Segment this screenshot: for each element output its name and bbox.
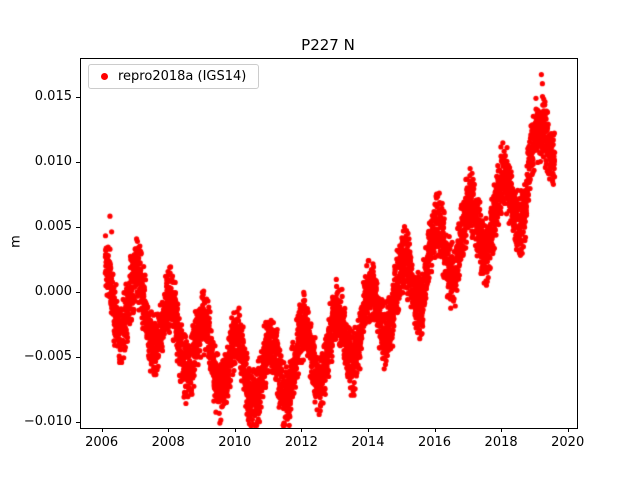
x-tick-label: 2020: [551, 435, 585, 450]
x-tick-label: 2006: [85, 435, 119, 450]
legend-label: repro2018a (IGS14): [118, 69, 247, 84]
y-tick-mark: [76, 356, 80, 358]
y-tick-mark: [76, 226, 80, 228]
legend: repro2018a (IGS14): [88, 64, 260, 89]
plot-area: repro2018a (IGS14): [80, 58, 578, 429]
x-tick-mark: [501, 428, 503, 432]
x-tick-label: 2016: [417, 435, 452, 450]
x-tick-label: 2014: [351, 435, 385, 450]
y-tick-label: −0.005: [23, 348, 72, 364]
chart-title: P227 N: [301, 36, 355, 54]
y-tick-label: 0.015: [34, 88, 72, 104]
y-tick-label: 0.000: [34, 283, 72, 299]
x-tick-mark: [567, 428, 569, 432]
x-tick-mark: [367, 428, 369, 432]
x-tick-label: 2018: [484, 435, 518, 450]
x-tick-label: 2012: [284, 435, 318, 450]
y-tick-mark: [76, 291, 80, 293]
scatter-canvas: [81, 59, 577, 428]
x-tick-label: 2010: [218, 435, 252, 450]
x-tick-label: 2008: [151, 435, 185, 450]
x-tick-mark: [301, 428, 303, 432]
x-tick-mark: [434, 428, 436, 432]
y-tick-label: −0.010: [23, 413, 72, 429]
y-tick-label: 0.005: [34, 218, 72, 234]
y-tick-mark: [76, 96, 80, 98]
y-tick-mark: [76, 421, 80, 423]
x-tick-mark: [101, 428, 103, 432]
y-tick-label: 0.010: [34, 153, 72, 169]
y-tick-mark: [76, 161, 80, 163]
legend-marker-dot: [101, 73, 108, 80]
x-tick-mark: [168, 428, 170, 432]
x-tick-mark: [234, 428, 236, 432]
